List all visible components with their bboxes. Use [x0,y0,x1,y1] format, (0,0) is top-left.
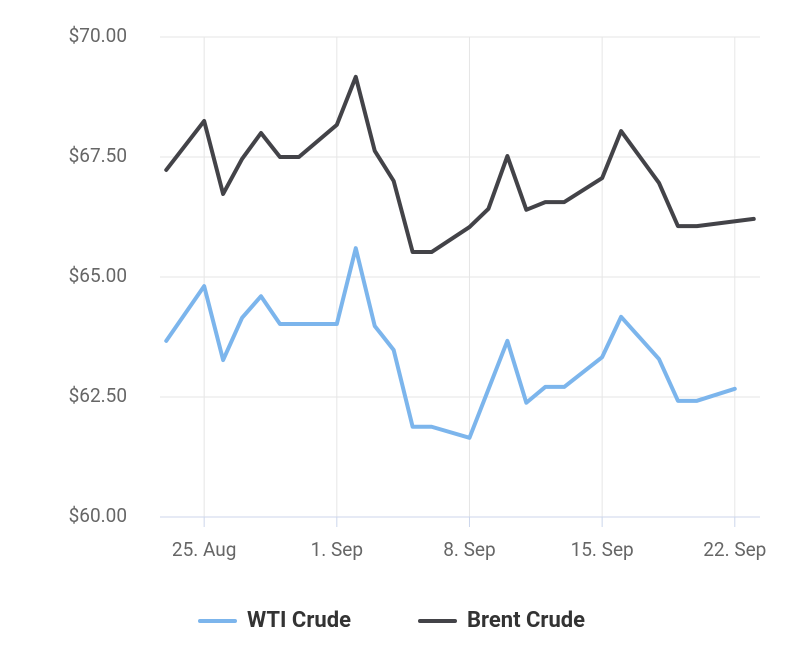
y-tick-label: $67.50 [69,144,127,167]
legend-label: Brent Crude [467,608,585,633]
x-tick-label: 1. Sep [311,538,363,561]
x-tick-label: 25. Aug [172,538,237,561]
y-tick-label: $65.00 [69,264,127,287]
legend-label: WTI Crude [247,608,351,633]
line [164,246,737,440]
y-tick-label: $70.00 [69,24,127,47]
line [164,74,756,255]
y-tick-label: $62.50 [69,384,127,407]
x-tick-label: 15. Sep [571,538,634,561]
y-tick-label: $60.00 [69,504,127,527]
x-tick-label: 8. Sep [443,538,495,561]
x-tick-label: 22. Sep [703,538,766,561]
